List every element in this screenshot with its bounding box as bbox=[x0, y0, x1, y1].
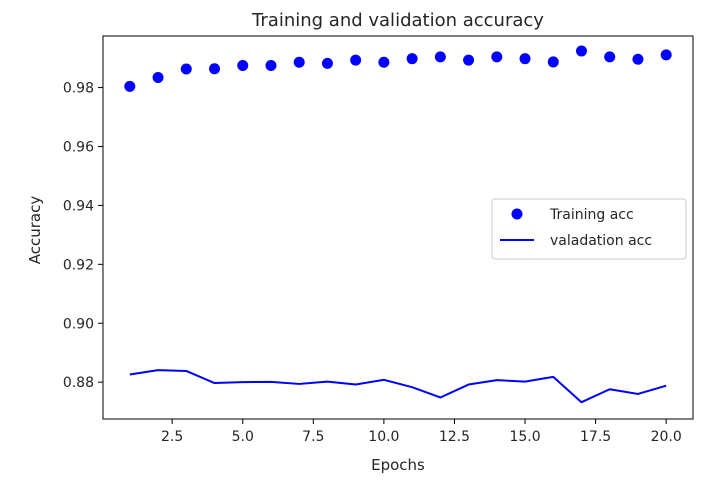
training-accuracy-point bbox=[321, 57, 333, 69]
series-layer bbox=[124, 45, 672, 404]
y-axis: 0.88 0.90 0.92 0.94 0.96 0.98 bbox=[63, 81, 103, 391]
x-axis: 2.5 5.0 7.5 10.0 12.5 15.0 17.5 20.0 bbox=[161, 419, 682, 445]
x-axis-label: Epochs bbox=[371, 456, 425, 474]
training-accuracy-point bbox=[604, 51, 616, 63]
x-tick-label: 12.5 bbox=[439, 429, 470, 445]
training-accuracy-point bbox=[209, 63, 221, 75]
x-tick-label: 2.5 bbox=[161, 429, 183, 445]
training-accuracy-point bbox=[265, 59, 277, 71]
y-tick-label: 0.90 bbox=[63, 316, 94, 332]
legend-marker-training bbox=[511, 208, 523, 220]
plot-frame bbox=[102, 35, 694, 420]
training-accuracy-point bbox=[519, 53, 531, 65]
training-accuracy-point bbox=[575, 45, 587, 57]
y-tick-label: 0.92 bbox=[63, 257, 94, 273]
x-tick-label: 17.5 bbox=[580, 429, 611, 445]
y-tick-label: 0.96 bbox=[63, 139, 94, 155]
chart-title: Training and validation accuracy bbox=[251, 10, 544, 31]
y-tick-label: 0.98 bbox=[63, 81, 94, 97]
training-accuracy-point bbox=[180, 63, 192, 75]
legend: Training acc valadation acc bbox=[491, 198, 687, 260]
training-accuracy-point bbox=[293, 56, 305, 68]
training-accuracy-point bbox=[124, 80, 136, 92]
x-tick-label: 15.0 bbox=[509, 429, 540, 445]
legend-box bbox=[491, 198, 687, 260]
legend-label-training: Training acc bbox=[549, 207, 634, 223]
training-accuracy-point bbox=[350, 54, 362, 66]
training-accuracy-point bbox=[660, 49, 672, 61]
training-accuracy-point bbox=[463, 54, 475, 66]
training-accuracy-point bbox=[632, 53, 644, 65]
training-accuracy-point bbox=[152, 72, 164, 84]
y-tick-label: 0.88 bbox=[63, 375, 94, 391]
training-accuracy-point bbox=[406, 53, 418, 65]
x-tick-label: 20.0 bbox=[651, 429, 682, 445]
training-accuracy-point bbox=[434, 51, 446, 63]
training-accuracy-point bbox=[378, 56, 390, 68]
x-tick-label: 7.5 bbox=[302, 429, 324, 445]
y-tick-label: 0.94 bbox=[63, 198, 94, 214]
validation-accuracy-line bbox=[129, 369, 667, 404]
training-accuracy-point bbox=[491, 51, 503, 63]
legend-label-validation: valadation acc bbox=[550, 233, 652, 249]
training-accuracy-point bbox=[547, 56, 559, 68]
training-accuracy-point bbox=[237, 59, 249, 71]
x-tick-label: 5.0 bbox=[232, 429, 254, 445]
x-tick-label: 10.0 bbox=[368, 429, 399, 445]
y-axis-label: Accuracy bbox=[26, 196, 44, 265]
